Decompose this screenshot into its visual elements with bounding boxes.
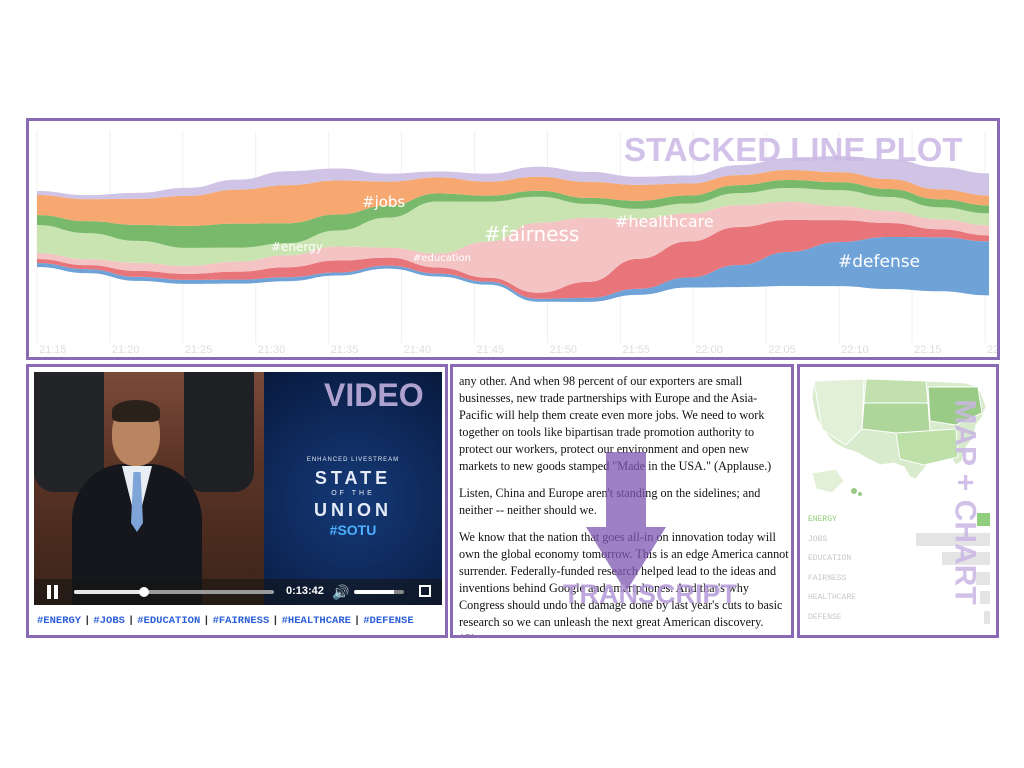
state-text: STATE [314, 468, 392, 488]
video-scrubber[interactable] [74, 587, 274, 597]
enhanced-livestream-text: ENHANCED LIVESTREAM [306, 457, 400, 463]
topic-row-label[interactable]: DEFENSE [808, 612, 842, 622]
transcript-text[interactable]: any other. And when 98 percent of our ex… [459, 373, 789, 635]
time-tick-label: 21:35 [331, 344, 359, 356]
us-map[interactable] [806, 373, 996, 503]
map-region-east [927, 386, 983, 426]
stream-layer-misc[interactable] [37, 156, 989, 200]
stream-layer-healthcare[interactable] [37, 219, 989, 299]
topic-label-energy[interactable]: #energy [271, 240, 323, 254]
pause-icon [47, 585, 51, 599]
stacked-line-plot-panel: 21:15 21:20 21:25 21:30 21:35 21:40 21:45 21:50… [26, 118, 1000, 360]
stream-layers[interactable] [37, 156, 989, 302]
stream-layer-fairness[interactable] [37, 201, 989, 293]
video-panel: ENHANCED LIVESTREAM STATE OF THE UNION #… [26, 364, 448, 638]
map-region-central [861, 402, 931, 434]
pause-button[interactable] [46, 585, 60, 599]
topic-row-label[interactable]: EDUCATION [808, 554, 852, 563]
topic-label-jobs[interactable]: #jobs [362, 193, 405, 211]
stream-layer-energy[interactable] [37, 179, 989, 248]
time-tick-label: 21:40 [404, 344, 432, 356]
topic-tag-link[interactable]: #EDUCATION [137, 615, 201, 627]
union-text: UNION [314, 500, 392, 520]
stream-layer-defense[interactable] [37, 237, 989, 302]
stacked-line-plot-watermark: STACKED LINE PLOT [624, 131, 963, 168]
time-tick-label: 22:20 [987, 344, 997, 356]
speaker-tie [131, 472, 143, 532]
map-hawaii-island [858, 492, 862, 496]
time-tick-label: 21:25 [185, 344, 213, 356]
background-person-right [184, 372, 254, 492]
topic-tag-link[interactable]: #JOBS [93, 615, 125, 627]
streamgraph[interactable]: 21:15 21:20 21:25 21:30 21:35 21:40 21:45 21:50… [29, 121, 997, 357]
topic-tag-link[interactable]: #DEFENSE [363, 615, 414, 627]
time-tick-label: 21:45 [477, 344, 505, 356]
map-region-north [863, 378, 929, 406]
map-chart-panel: ENERGY JOBS EDUCATION FAIRNESS HEALTHCARE DEF… [797, 364, 999, 638]
topic-row-bar[interactable] [976, 513, 990, 526]
speaker-hair [112, 400, 160, 422]
video-progress-fill [74, 590, 144, 594]
volume-icon[interactable]: 🔊 [332, 584, 350, 600]
topic-tag-link[interactable]: #ENERGY [37, 615, 82, 627]
time-tick-label: 21:20 [112, 344, 140, 356]
topic-row-label[interactable]: JOBS [808, 534, 828, 544]
time-tick-label: 21:55 [622, 344, 650, 356]
topic-tag-link[interactable]: #HEALTHCARE [281, 615, 351, 627]
pause-icon-bar [54, 585, 58, 599]
background-person-left [34, 372, 104, 492]
topic-label-education[interactable]: #education [413, 253, 471, 264]
time-tick-label: 22:00 [695, 344, 723, 356]
tag-separator: | [127, 615, 135, 627]
time-tick-label: 21:30 [258, 344, 286, 356]
topic-row-label[interactable]: HEALTHCARE [808, 593, 857, 602]
topic-row-label[interactable]: ENERGY [808, 515, 837, 524]
topic-label-defense[interactable]: #defense [838, 252, 920, 272]
topic-tag-link[interactable]: #FAIRNESS [212, 615, 270, 627]
time-tick-label: 22:10 [841, 344, 869, 356]
time-tick-label: 21:50 [549, 344, 577, 356]
topic-tag-bar: #ENERGY | #JOBS | #EDUCATION | #FAIRNESS | #HEAL… [34, 611, 442, 631]
transcript-watermark: TRANSCRIPT [563, 579, 737, 609]
sotu-overlay: ENHANCED LIVESTREAM STATE OF THE UNION #… [264, 372, 442, 605]
topic-label-fairness[interactable]: #fairness [484, 222, 579, 246]
video-time: 0:13:42 [286, 585, 324, 597]
video-watermark: VIDEO [324, 377, 424, 413]
tag-separator: | [84, 615, 91, 627]
topic-row-bar[interactable] [915, 532, 990, 546]
fullscreen-icon[interactable] [419, 585, 431, 597]
stream-layer-education[interactable] [37, 187, 989, 266]
video-player[interactable]: ENHANCED LIVESTREAM STATE OF THE UNION #… [34, 372, 442, 605]
topic-row-label[interactable]: FAIRNESS [808, 573, 847, 583]
tag-separator: | [272, 615, 279, 627]
down-arrow-icon [586, 452, 666, 592]
map-region-south [895, 428, 959, 466]
map-alaska [811, 468, 845, 494]
map-region-west [813, 378, 865, 446]
of-the-text: OF THE [331, 490, 375, 497]
time-tick-label: 22:15 [914, 344, 942, 356]
video-controls: 0:13:42 🔊 [34, 579, 442, 605]
topic-label-healthcare[interactable]: #healthcare [615, 212, 714, 231]
sotu-hashtag: #SOTU [329, 522, 377, 538]
time-axis: 21:15 21:20 21:25 21:30 21:35 21:40 21:45 21:50… [39, 344, 997, 356]
tag-separator: | [353, 615, 361, 627]
map-hawaii [851, 488, 857, 494]
time-tick-label: 22:05 [768, 344, 796, 356]
video-speaker-scene [34, 372, 264, 605]
time-tick-label: 21:15 [39, 344, 67, 356]
topic-row-bar[interactable] [942, 552, 990, 565]
topic-row-bar[interactable] [980, 591, 990, 604]
stream-layer-jobs[interactable] [37, 169, 989, 226]
scrubber-handle[interactable] [139, 587, 149, 597]
tag-separator: | [203, 615, 210, 627]
transcript-panel: any other. And when 98 percent of our ex… [450, 364, 794, 638]
map-chart-watermark: MAP + CHART [948, 399, 982, 605]
topic-row-bar[interactable] [975, 571, 990, 585]
topic-row-bar[interactable] [984, 610, 990, 624]
volume-slider[interactable] [354, 590, 404, 594]
